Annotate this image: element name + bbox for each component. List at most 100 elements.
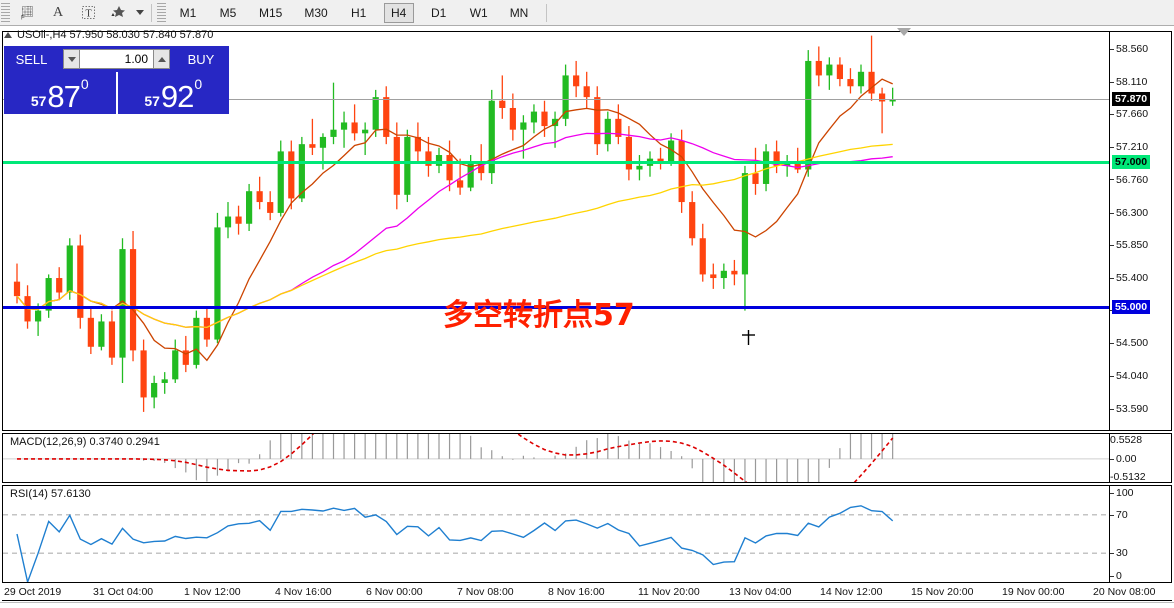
trade-panel-top-row: SELL 1.00 BUY xyxy=(4,46,229,72)
time-label: 31 Oct 04:00 xyxy=(93,586,154,598)
time-label: 15 Nov 20:00 xyxy=(911,586,974,598)
price-tick: 57.210 xyxy=(1110,141,1148,153)
price-tag-current-price[interactable]: 57.870 xyxy=(1112,92,1151,107)
timeframe-grip[interactable] xyxy=(157,2,166,23)
support-line-55[interactable] xyxy=(3,305,1109,309)
time-label: 4 Nov 16:00 xyxy=(275,586,332,598)
crosshair-icon[interactable]: F xyxy=(13,1,43,25)
price-tick: 54.500 xyxy=(1110,337,1148,349)
rsi-caption: RSI(14) 57.6130 xyxy=(8,488,93,500)
volume-decrement-button[interactable] xyxy=(63,49,80,69)
timeframe-h4[interactable]: H4 xyxy=(383,2,414,23)
ma-fast-line xyxy=(16,78,893,362)
sell-price-display[interactable]: 57 87 0 xyxy=(4,72,118,114)
sell-price-big: 87 xyxy=(47,79,80,115)
rsi-tick: 100 xyxy=(1110,487,1134,499)
buy-button[interactable]: BUY xyxy=(173,46,229,72)
toolbar-divider-2 xyxy=(546,3,548,22)
volume-input[interactable]: 1.00 xyxy=(80,49,153,69)
toolbar-grip[interactable] xyxy=(1,2,10,23)
time-label: 14 Nov 12:00 xyxy=(820,586,883,598)
symbol-quote-text: USOil-,H4 57.950 58.030 57.840 57.870 xyxy=(17,29,214,41)
price-tick: 55.400 xyxy=(1110,272,1148,284)
rsi-line xyxy=(16,505,894,582)
latest-bar-marker-icon xyxy=(897,28,911,36)
price-plot-area[interactable]: 多空转折点57 xyxy=(3,32,1109,430)
crosshair-cursor xyxy=(742,330,755,345)
timeframe-m1[interactable]: M1 xyxy=(179,5,197,20)
price-tick: 56.300 xyxy=(1110,207,1148,219)
one-click-trading-panel[interactable]: SELL 1.00 BUY 57 87 0 57 92 0 xyxy=(4,46,229,114)
rsi-pane[interactable]: RSI(14) 57.6130 100 70 30 0 xyxy=(2,485,1172,583)
chevron-down-icon xyxy=(67,56,76,62)
time-label: 7 Nov 08:00 xyxy=(457,586,514,598)
toolbar: F A T M1 M5 M15 M30 H1 H4 D1 W1 MN xyxy=(0,0,1174,26)
rsi-axis: 100 70 30 0 xyxy=(1109,486,1171,582)
trade-panel-quotes-row: 57 87 0 57 92 0 xyxy=(4,72,229,114)
timeframe-w1[interactable]: W1 xyxy=(469,5,488,20)
price-tick: 53.590 xyxy=(1110,403,1148,415)
objects-icon[interactable] xyxy=(103,1,133,25)
chart-annotation-text: 多空转折点57 xyxy=(443,298,635,333)
time-axis: 29 Oct 2019 31 Oct 04:00 1 Nov 12:00 4 Nov … xyxy=(2,585,1172,601)
timeframe-d1[interactable]: D1 xyxy=(431,5,447,20)
rsi-tick: 70 xyxy=(1110,509,1128,521)
time-label: 29 Oct 2019 xyxy=(4,586,62,598)
symbol-quote-line: USOil-,H4 57.950 58.030 57.840 57.870 xyxy=(0,28,213,42)
timeframe-m15[interactable]: M15 xyxy=(259,5,283,20)
ma-slow-line xyxy=(16,143,893,329)
price-tick: 56.760 xyxy=(1110,174,1148,186)
dropdown-caret-icon[interactable] xyxy=(133,1,147,25)
macd-pane[interactable]: MACD(12,26,9) 0.3740 0.2941 0.5528 0.00 -0… xyxy=(2,433,1172,483)
timeframe-bar: M1 M5 M15 M30 H1 H4 D1 W1 MN xyxy=(169,2,534,23)
toolbar-divider xyxy=(151,3,152,22)
timeframe-m5[interactable]: M5 xyxy=(219,5,237,20)
rsi-tick: 0 xyxy=(1110,570,1122,582)
price-tick: 55.850 xyxy=(1110,239,1148,251)
macd-plot-area[interactable] xyxy=(3,434,1109,482)
time-label: 11 Nov 20:00 xyxy=(638,586,700,598)
buy-price-prefix: 57 xyxy=(144,93,160,109)
buy-price-display[interactable]: 57 92 0 xyxy=(117,72,229,115)
time-label: 19 Nov 00:00 xyxy=(1002,586,1065,598)
rsi-plot-area[interactable] xyxy=(3,486,1109,582)
timeframe-m30[interactable]: M30 xyxy=(304,5,328,20)
timeframe-h1[interactable]: H1 xyxy=(351,5,367,20)
price-tick: 54.040 xyxy=(1110,370,1148,382)
collapse-triangle-icon[interactable] xyxy=(4,32,12,38)
sell-price-fraction: 0 xyxy=(80,76,89,92)
price-tick: 58.560 xyxy=(1110,43,1148,55)
svg-text:T: T xyxy=(85,9,91,20)
current-price-line xyxy=(3,99,1109,101)
label-tool-icon[interactable]: T xyxy=(73,1,103,25)
macd-series xyxy=(3,434,1109,482)
macd-tick: 0.5528 xyxy=(1110,434,1143,446)
sell-button[interactable]: SELL xyxy=(4,46,60,72)
candlestick-series xyxy=(13,35,896,412)
time-label: 8 Nov 16:00 xyxy=(548,586,605,598)
price-axis[interactable]: 58.560 58.110 57.660 57.210 56.760 56.300 55.8… xyxy=(1109,32,1171,430)
price-tag-support-level[interactable]: 57.000 xyxy=(1112,155,1151,170)
rsi-series xyxy=(3,505,1109,582)
macd-axis: 0.5528 0.00 -0.5132 xyxy=(1109,434,1171,483)
buy-price-fraction: 0 xyxy=(194,76,203,92)
time-label: 20 Nov 08:00 xyxy=(1093,586,1156,598)
svg-text:F: F xyxy=(21,16,25,21)
timeframe-mn[interactable]: MN xyxy=(509,5,529,20)
buy-price-big: 92 xyxy=(160,79,194,115)
macd-tick: 0.00 xyxy=(1110,453,1136,465)
price-tick: 57.660 xyxy=(1110,108,1148,120)
text-tool-icon[interactable]: A xyxy=(52,4,64,20)
volume-stepper[interactable]: 1.00 xyxy=(60,46,173,72)
price-tag-support-level[interactable]: 55.000 xyxy=(1112,299,1151,314)
time-label: 1 Nov 12:00 xyxy=(184,586,241,598)
volume-increment-button[interactable] xyxy=(153,49,170,69)
support-line-57[interactable] xyxy=(3,161,1109,165)
time-label: 13 Nov 04:00 xyxy=(729,586,792,598)
macd-tick: -0.5132 xyxy=(1110,471,1146,483)
time-label: 6 Nov 00:00 xyxy=(366,586,423,598)
price-chart-pane[interactable]: 多空转折点57 58.560 58.110 57.660 57.210 56.760 56… xyxy=(2,31,1172,431)
chevron-up-icon xyxy=(157,56,166,62)
rsi-tick: 30 xyxy=(1110,547,1128,559)
